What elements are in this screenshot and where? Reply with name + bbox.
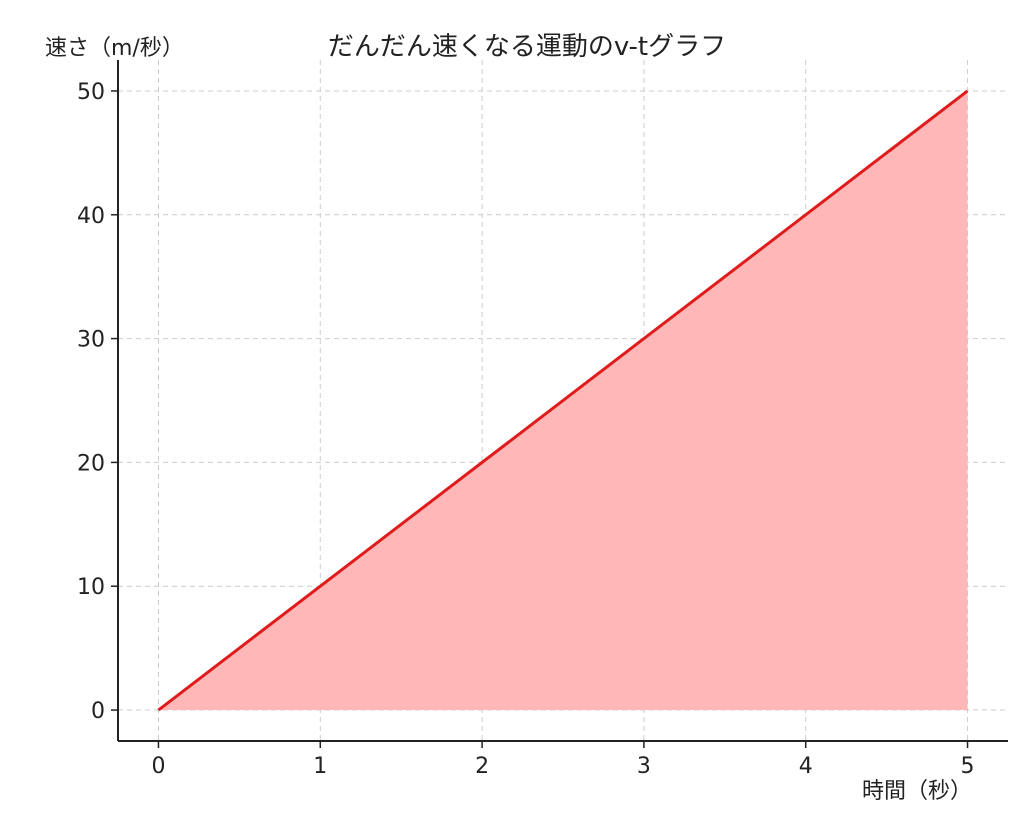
y-tick-label: 20 xyxy=(77,451,105,476)
axes xyxy=(117,60,1008,742)
y-tick-label: 10 xyxy=(77,575,105,600)
x-tick-label: 4 xyxy=(799,754,813,779)
x-tick-label: 3 xyxy=(637,754,651,779)
series-layer xyxy=(157,89,969,712)
x-tick-label: 0 xyxy=(151,754,165,779)
y-tick-label: 40 xyxy=(77,204,105,229)
chart-title: だんだん速くなる運動のv-tグラフ xyxy=(328,32,726,62)
y-tick-label: 30 xyxy=(77,328,105,353)
x-tick-label: 5 xyxy=(961,754,975,779)
series-line xyxy=(157,89,969,712)
y-axis-label: 速さ（m/秒） xyxy=(45,36,184,61)
x-tick-label: 2 xyxy=(475,754,489,779)
x-axis-label: 時間（秒） xyxy=(862,779,972,804)
y-tick-label: 50 xyxy=(77,80,105,105)
y-tick-label: 0 xyxy=(91,699,105,724)
x-tick-label: 1 xyxy=(313,754,327,779)
